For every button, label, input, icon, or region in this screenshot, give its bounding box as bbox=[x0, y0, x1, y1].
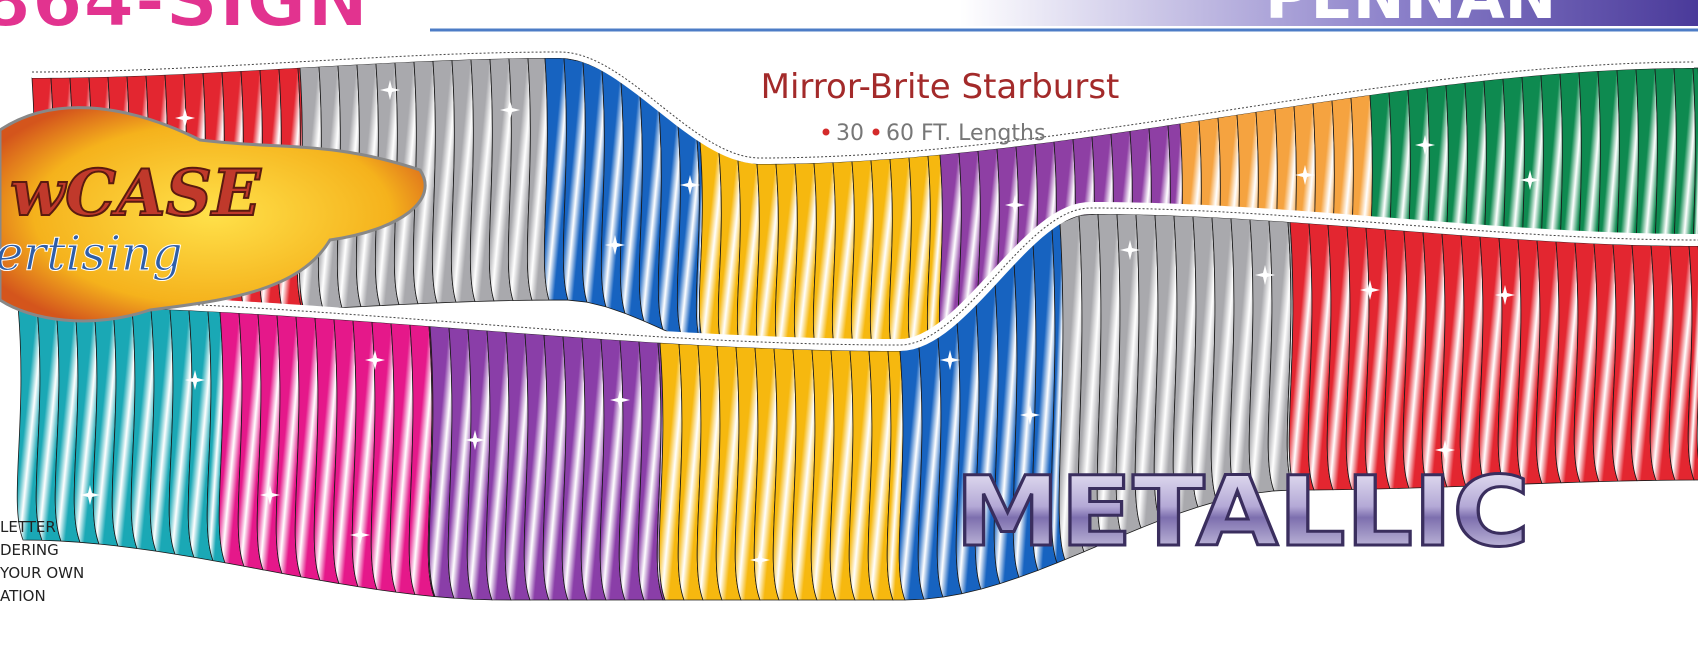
bullet bbox=[873, 129, 880, 136]
length-option: 30 bbox=[836, 121, 864, 146]
side-note-line: DERING bbox=[0, 541, 59, 559]
phone-text: 864-SIGN bbox=[0, 0, 369, 44]
side-note-line: LETTER bbox=[0, 518, 56, 536]
side-note-line: YOUR OWN bbox=[0, 564, 84, 582]
logo-tagline: ertising bbox=[0, 226, 183, 282]
logo-brand: wCASE bbox=[10, 156, 262, 231]
banner-text: PENNAN bbox=[1265, 0, 1556, 33]
product-title: Mirror-Brite Starburst bbox=[761, 67, 1120, 107]
metallic-badge: METALLIC bbox=[955, 456, 1530, 568]
advert: PENNAN 864-SIGN Mirror-Brite Starburst 3… bbox=[0, 0, 1698, 656]
page: PENNAN 864-SIGN Mirror-Brite Starburst 3… bbox=[0, 0, 1698, 656]
length-option: 60 FT. Lengths bbox=[886, 121, 1045, 146]
bullet bbox=[823, 129, 830, 136]
side-note-line: ATION bbox=[0, 587, 46, 605]
